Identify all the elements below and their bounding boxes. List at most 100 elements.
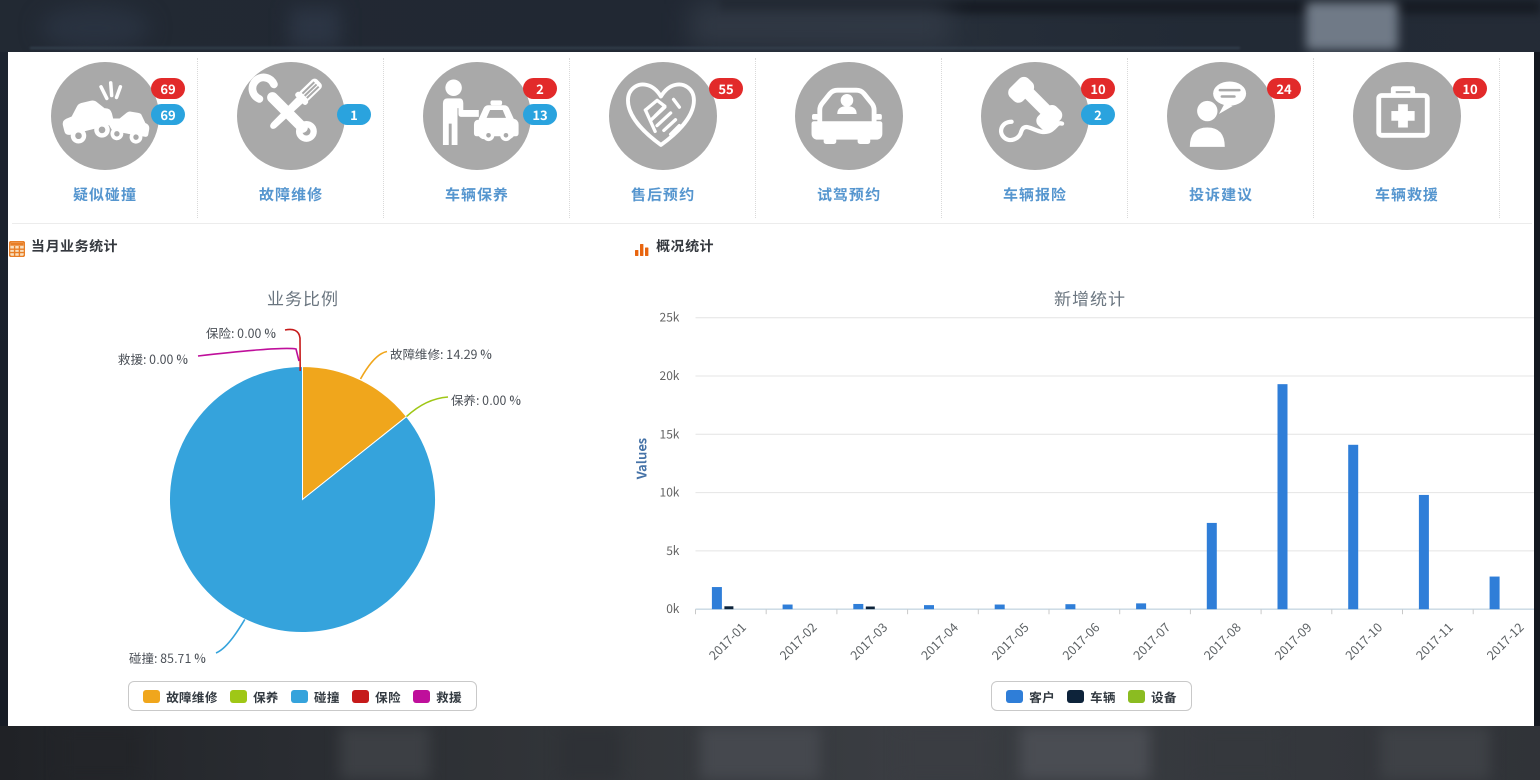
bar-客户-2017-04[interactable] [924,605,934,610]
y-tick-label: 5k [666,542,680,559]
repair-tools-circle[interactable] [237,62,345,170]
car-maintenance-circle[interactable] [423,62,531,170]
pie-chart [169,328,449,654]
quick-action-label[interactable]: 车辆保养 [444,184,509,205]
y-tick-label: 25k [660,309,680,326]
y-tick-label: 15k [660,425,680,442]
quick-action-label[interactable]: 疑似碰撞 [72,184,137,205]
section-header-monthly-business: 当月业务统计 [8,236,118,258]
bar-chart-legend: 客户 车辆 设备 [991,681,1193,711]
backdrop-blur-streak [1380,726,1490,780]
pie-leader-line [197,347,300,362]
quick-action-label[interactable]: 故障维修 [258,184,323,205]
legend-swatch [352,689,370,703]
dashboard-panel: 69 69 疑似碰撞 1 故障维修 2 13 车辆保养 [8,52,1534,726]
backdrop-blur-streak [60,726,140,780]
bar-客户-2017-12[interactable] [1489,576,1500,610]
car-maintenance-icon [442,79,519,145]
bar-客户-2017-08[interactable] [1206,522,1217,610]
backdrop-blur-streak [700,726,820,780]
pie-chart-title: 业务比例 [267,285,339,310]
quick-action-label[interactable]: 试驾预约 [816,184,881,205]
person-speech-bubble-circle[interactable] [1167,62,1275,170]
badge-red: 2 [523,78,557,99]
legend-swatch [1006,689,1023,703]
legend-item-保险[interactable]: 保险 [352,687,401,706]
bar-客户-2017-09[interactable] [1277,384,1288,610]
legend-item-保养[interactable]: 保养 [230,687,279,706]
legend-swatch [291,689,309,703]
legend-item-设备[interactable]: 设备 [1128,687,1177,706]
quick-action-label[interactable]: 车辆报险 [1002,184,1067,205]
backdrop-blur-streak [340,726,430,780]
legend-swatch [1128,689,1146,703]
badge-red: 24 [1267,78,1301,99]
pie-slice-故障维修[interactable] [302,365,408,501]
quick-action-label[interactable]: 售后预约 [630,184,695,205]
legend-item-救援[interactable]: 救援 [413,687,462,706]
bar-客户-2017-11[interactable] [1418,494,1429,610]
quick-actions-row: 69 69 疑似碰撞 1 故障维修 2 13 车辆保养 [12,52,1500,223]
test-drive-car-circle[interactable] [795,62,903,170]
pie-slice-碰撞[interactable] [169,365,436,633]
quick-action-label[interactable]: 投诉建议 [1188,184,1253,205]
badge-red: 10 [1453,78,1487,99]
badge-blue: 2 [1081,104,1115,125]
x-tick-label: 2017-07 [1128,618,1174,664]
quick-action-2[interactable]: 1 故障维修 [198,58,384,218]
pie-chart-legend: 故障维修 保养 碰撞 保险 救援 [128,681,478,711]
y-tick-label: 10k [660,484,680,501]
bar-客户-2017-10[interactable] [1348,444,1359,610]
legend-swatch [143,689,160,703]
bar-客户-2017-03[interactable] [853,603,864,610]
bar-客户-2017-05[interactable] [994,604,1005,610]
first-aid-kit-circle[interactable] [1353,62,1461,170]
legend-label: 救援 [436,686,463,706]
backdrop-blur-streak [1200,726,1280,780]
section-title: 概况统计 [656,236,714,256]
x-tick-label: 2017-11 [1411,618,1457,664]
quick-action-6[interactable]: 10 2 车辆报险 [942,58,1128,218]
pie-leader-line [284,328,301,372]
quick-action-3[interactable]: 2 13 车辆保养 [384,58,570,218]
bar-车辆-2017-01[interactable] [724,606,734,610]
quick-action-4[interactable]: 55 售后预约 [570,58,756,218]
x-tick-label: 2017-01 [704,618,750,664]
phone-handset-icon [999,76,1065,143]
quick-action-label[interactable]: 车辆救援 [1374,184,1439,205]
legend-label: 保险 [375,686,402,706]
legend-label: 故障维修 [166,686,219,706]
legend-label: 车辆 [1090,686,1117,706]
person-speech-bubble-icon [1189,81,1247,147]
backdrop-top-band [0,0,1540,52]
backdrop-blur-streak [560,726,620,780]
bar-客户-2017-07[interactable] [1136,603,1147,610]
legend-item-客户[interactable]: 客户 [1006,687,1055,706]
bar-chart-title: 新增统计 [1054,285,1126,310]
handshake-heart-icon [626,82,696,147]
bar-客户-2017-01[interactable] [711,587,722,610]
bar-客户-2017-06[interactable] [1065,604,1076,610]
handshake-heart-circle[interactable] [609,62,717,170]
bar-客户-2017-02[interactable] [782,604,793,610]
legend-item-车辆[interactable]: 车辆 [1067,687,1116,706]
y-tick-label: 20k [660,367,680,384]
quick-action-7[interactable]: 24 投诉建议 [1128,58,1314,218]
x-tick-label: 2017-03 [845,618,891,664]
legend-item-故障维修[interactable]: 故障维修 [143,687,218,706]
phone-handset-circle[interactable] [981,62,1089,170]
x-tick-label: 2017-05 [987,618,1033,664]
quick-action-8[interactable]: 10 车辆救援 [1314,58,1500,218]
legend-swatch [230,689,248,703]
bar-chart: 0k 5k 10k 15k 20k 25k 2017-01 2017-02 2017-03 201… [660,309,1534,664]
car-crash-circle[interactable] [51,62,159,170]
quick-action-5[interactable]: 试驾预约 [756,58,942,218]
backdrop-blur-blob [690,4,950,48]
badge-red: 69 [151,78,185,99]
legend-item-碰撞[interactable]: 碰撞 [291,687,340,706]
backdrop-blur-streak [900,726,990,780]
pie-label-碰撞: 碰撞: 85.71 % [129,648,206,667]
bar-车辆-2017-03[interactable] [865,606,875,610]
quick-action-1[interactable]: 69 69 疑似碰撞 [12,58,198,218]
pie-leader-line [215,618,246,654]
